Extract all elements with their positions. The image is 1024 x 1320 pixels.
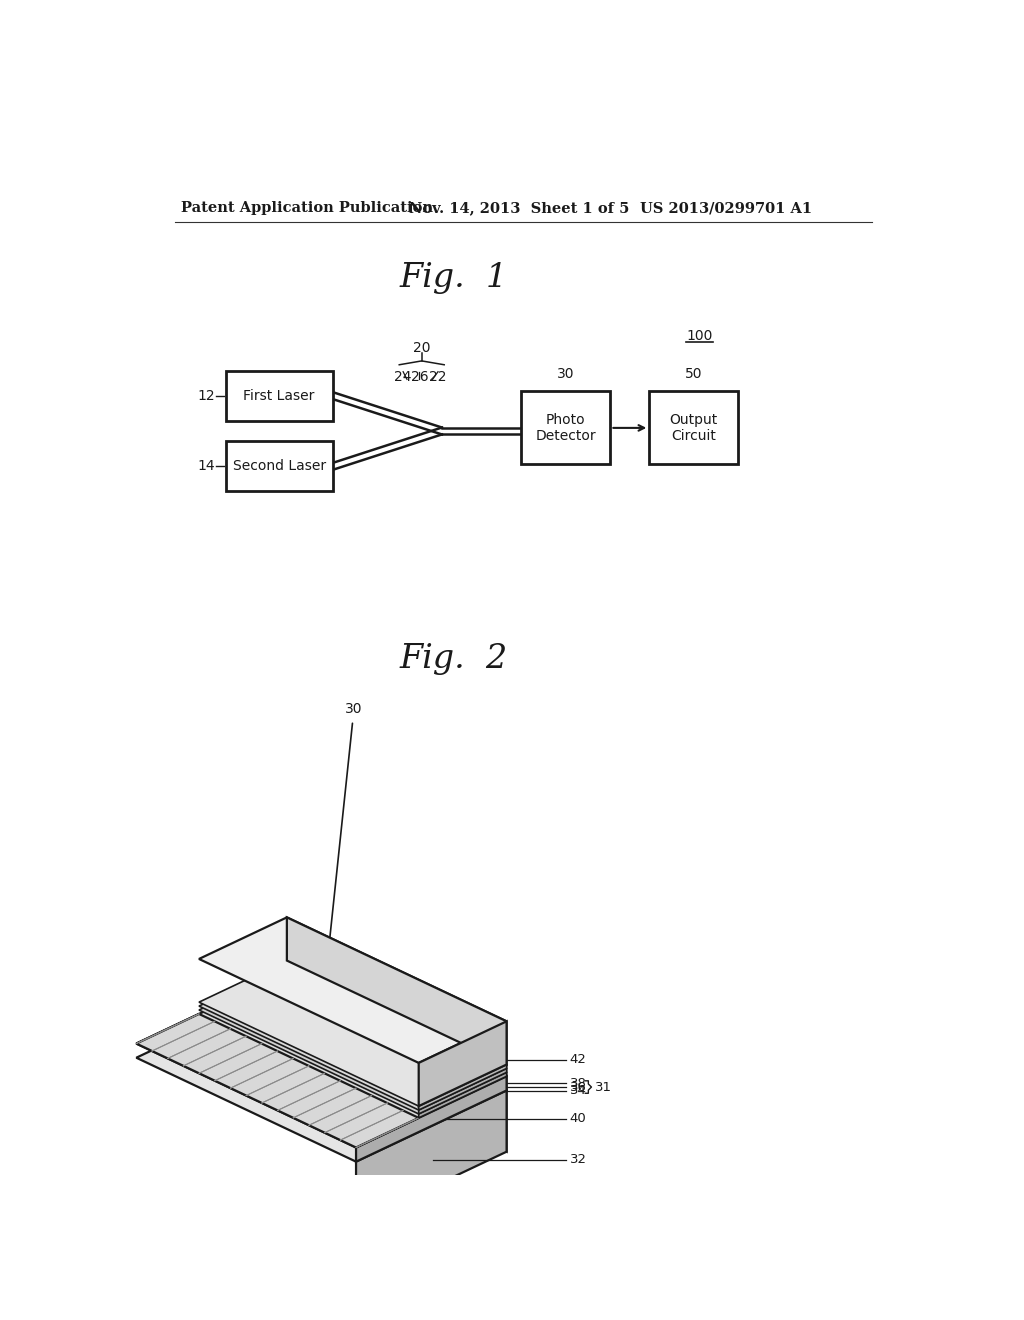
Polygon shape	[136, 986, 507, 1162]
Polygon shape	[287, 965, 507, 1072]
Polygon shape	[136, 1014, 419, 1147]
Text: Fig.  1: Fig. 1	[399, 261, 508, 294]
Polygon shape	[199, 969, 507, 1114]
Text: Nov. 14, 2013  Sheet 1 of 5: Nov. 14, 2013 Sheet 1 of 5	[409, 202, 629, 215]
Polygon shape	[199, 917, 507, 1063]
Polygon shape	[287, 961, 507, 1068]
Text: 100: 100	[686, 329, 713, 342]
Polygon shape	[287, 917, 507, 1064]
Polygon shape	[419, 1022, 507, 1106]
Text: 36: 36	[569, 1081, 587, 1093]
Text: Photo
Detector: Photo Detector	[536, 413, 596, 444]
Text: 12: 12	[198, 388, 215, 403]
Text: 34: 34	[569, 1085, 587, 1097]
Text: 30: 30	[345, 702, 362, 715]
Polygon shape	[199, 965, 507, 1110]
Text: Patent Application Publication: Patent Application Publication	[180, 202, 433, 215]
Text: 32: 32	[569, 1154, 587, 1167]
Polygon shape	[287, 973, 507, 1090]
Text: Second Laser: Second Laser	[232, 459, 326, 474]
Bar	[649, 391, 738, 465]
Polygon shape	[419, 1064, 507, 1110]
Text: 14: 14	[198, 459, 215, 474]
Text: First Laser: First Laser	[244, 388, 314, 403]
Polygon shape	[419, 1068, 507, 1114]
Polygon shape	[199, 961, 507, 1106]
Polygon shape	[287, 986, 507, 1151]
Polygon shape	[356, 1090, 507, 1222]
Text: 24: 24	[394, 370, 412, 384]
Text: Fig.  2: Fig. 2	[399, 643, 508, 675]
Bar	[225, 371, 333, 421]
Text: 40: 40	[569, 1113, 587, 1126]
Text: 31: 31	[595, 1081, 611, 1093]
Polygon shape	[356, 1076, 507, 1162]
Bar	[225, 441, 333, 491]
Text: 22: 22	[429, 370, 446, 384]
Bar	[521, 391, 610, 465]
Text: 20: 20	[413, 341, 430, 355]
Text: Output
Circuit: Output Circuit	[670, 413, 718, 444]
Polygon shape	[136, 973, 507, 1147]
Text: 38: 38	[569, 1077, 587, 1089]
Polygon shape	[419, 1072, 507, 1118]
Text: US 2013/0299701 A1: US 2013/0299701 A1	[640, 202, 812, 215]
Text: 50: 50	[685, 367, 702, 381]
Polygon shape	[287, 969, 507, 1076]
Text: 30: 30	[557, 367, 574, 381]
Text: 26: 26	[411, 370, 428, 384]
Text: 42: 42	[569, 1053, 587, 1067]
